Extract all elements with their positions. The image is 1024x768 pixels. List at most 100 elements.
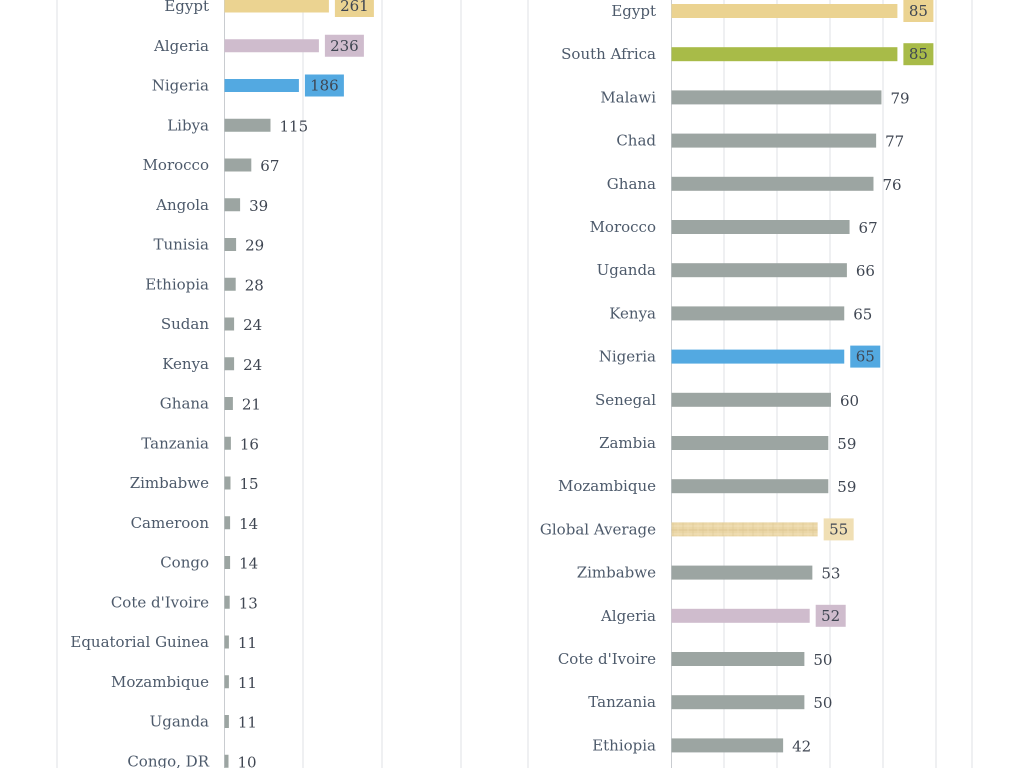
right-bar-global-average — [671, 522, 818, 537]
left-bar-egypt — [224, 0, 329, 13]
left-category-label-tunisia: Tunisia — [153, 236, 209, 254]
right-value-label-kenya: 65 — [853, 305, 872, 323]
left-bar-sudan — [224, 317, 235, 331]
left-category-label-cote-d-ivoire: Cote d'Ivoire — [111, 593, 209, 611]
right-bar-ethiopia — [671, 738, 784, 753]
left-value-label-angola: 39 — [249, 197, 268, 215]
right-category-label-uganda: Uganda — [597, 261, 656, 279]
right-category-label-south-africa: South Africa — [561, 45, 656, 63]
right-category-label-zambia: Zambia — [599, 434, 656, 452]
right-value-label-cote-d-ivoire: 50 — [813, 651, 832, 669]
right-bar-mozambique — [671, 479, 829, 494]
right-category-label-zimbabwe: Zimbabwe — [577, 564, 656, 582]
right-value-badge-egypt — [903, 0, 934, 22]
left-category-label-congo-dr: Congo, DR — [127, 752, 209, 768]
right-bar-chad — [671, 133, 877, 148]
left-category-label-congo: Congo — [160, 554, 209, 572]
left-category-label-ghana: Ghana — [160, 395, 209, 413]
left-value-label-zimbabwe: 15 — [240, 475, 259, 493]
left-category-label-tanzania: Tanzania — [141, 434, 209, 452]
right-value-badge-south-africa — [903, 43, 934, 66]
left-value-label-tanzania: 16 — [240, 435, 259, 453]
left-bar-nigeria — [224, 79, 299, 92]
left-bar-libya — [224, 118, 271, 132]
right-category-label-cote-d-ivoire: Cote d'Ivoire — [558, 650, 656, 668]
right-bar-senegal — [671, 392, 831, 407]
right-bar-zimbabwe — [671, 565, 813, 580]
right-value-label-senegal: 60 — [840, 392, 859, 410]
left-bar-tunisia — [224, 238, 237, 251]
left-bar-congo — [224, 556, 231, 569]
right-category-label-ethiopia: Ethiopia — [592, 736, 656, 754]
right-category-label-mozambique: Mozambique — [558, 477, 656, 495]
right-value-label-mozambique: 59 — [837, 478, 856, 496]
right-bar-ghana — [671, 176, 874, 191]
left-value-badge-algeria — [324, 34, 364, 57]
left-bar-tanzania — [224, 436, 231, 450]
left-category-label-ethiopia: Ethiopia — [145, 275, 209, 293]
right-bar-uganda — [671, 263, 847, 278]
right-value-label-chad: 77 — [885, 133, 904, 151]
right-category-label-kenya: Kenya — [609, 304, 656, 322]
left-value-label-congo-dr: 10 — [238, 753, 257, 768]
left-bar-angola — [224, 198, 241, 212]
left-value-label-morocco: 67 — [260, 157, 279, 175]
left-value-label-kenya: 24 — [243, 356, 262, 374]
right-value-label-malawi: 79 — [890, 89, 909, 107]
left-category-label-nigeria: Nigeria — [152, 77, 209, 95]
left-value-label-tunisia: 29 — [245, 237, 264, 255]
left-value-label-ethiopia: 28 — [245, 276, 264, 294]
right-value-label-nigeria: 65 — [856, 348, 875, 366]
left-value-label-libya: 115 — [280, 117, 309, 135]
right-value-label-morocco: 67 — [859, 219, 878, 237]
left-value-label-cameroon: 14 — [239, 515, 258, 533]
left-bar-zimbabwe — [224, 476, 231, 490]
left-bar-equatorial-guinea — [224, 635, 229, 649]
right-bar-algeria — [671, 608, 810, 623]
right-category-label-malawi: Malawi — [600, 88, 656, 106]
left-value-label-nigeria: 186 — [310, 77, 339, 95]
left-category-label-morocco: Morocco — [143, 156, 209, 174]
left-category-label-mozambique: Mozambique — [111, 673, 209, 691]
right-bar-nigeria — [671, 349, 845, 364]
right-value-label-tanzania: 50 — [813, 694, 832, 712]
left-value-badge-egypt — [334, 0, 374, 17]
right-bar-chart: Egypt 85 South Africa 85 Malawi 79 Chad 77 Ghana… — [527, 0, 973, 768]
right-category-label-nigeria: Nigeria — [599, 348, 656, 366]
right-category-label-egypt: Egypt — [611, 2, 656, 20]
left-value-label-congo: 14 — [239, 555, 258, 573]
right-category-label-ghana: Ghana — [607, 175, 656, 193]
right-bar-egypt — [671, 4, 898, 18]
left-category-label-zimbabwe: Zimbabwe — [130, 474, 209, 492]
right-category-label-tanzania: Tanzania — [588, 693, 656, 711]
right-category-label-chad: Chad — [616, 132, 656, 150]
right-bar-zambia — [671, 436, 829, 450]
right-bar-south-africa — [671, 47, 898, 62]
left-category-label-cameroon: Cameroon — [131, 514, 210, 532]
right-value-label-zambia: 59 — [837, 435, 856, 453]
left-value-label-equatorial-guinea: 11 — [238, 634, 257, 652]
right-value-label-ghana: 76 — [882, 176, 901, 194]
right-value-label-uganda: 66 — [856, 262, 875, 280]
right-bar-kenya — [671, 306, 845, 321]
left-category-label-algeria: Algeria — [153, 37, 209, 55]
right-bar-cote-d-ivoire — [671, 652, 805, 666]
right-category-label-morocco: Morocco — [590, 218, 656, 236]
right-value-badge-global-average — [823, 518, 854, 541]
left-value-label-uganda: 11 — [238, 714, 257, 732]
left-value-badge-nigeria — [304, 74, 344, 97]
right-category-label-algeria: Algeria — [600, 607, 656, 625]
left-value-label-mozambique: 11 — [238, 674, 257, 692]
left-category-label-angola: Angola — [155, 196, 209, 214]
left-bar-mozambique — [224, 675, 229, 689]
left-bar-algeria — [224, 39, 319, 53]
right-value-label-zimbabwe: 53 — [821, 565, 840, 583]
left-category-label-uganda: Uganda — [150, 713, 209, 731]
left-value-label-algeria: 236 — [330, 37, 359, 55]
left-bar-kenya — [224, 357, 235, 371]
left-bar-congo-dr — [224, 754, 229, 768]
right-value-label-global-average: 55 — [829, 520, 848, 538]
right-value-badge-algeria — [815, 604, 846, 627]
right-value-label-algeria: 52 — [821, 607, 840, 625]
left-bar-cote-d-ivoire — [224, 595, 230, 609]
